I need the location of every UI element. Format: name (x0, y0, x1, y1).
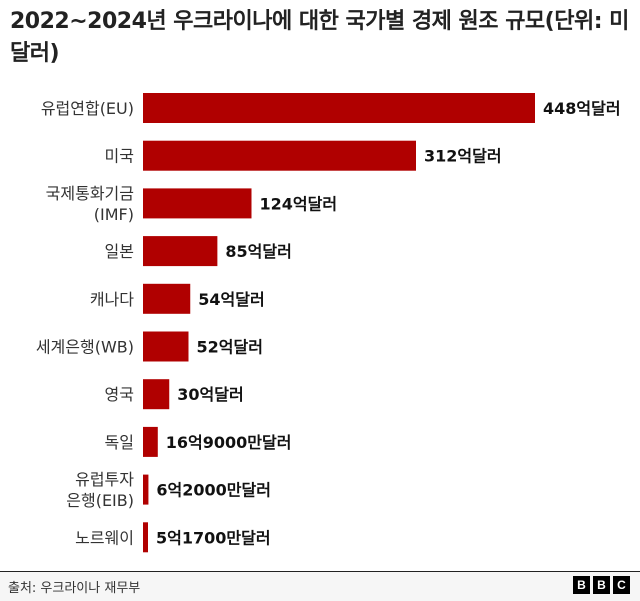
bar (143, 522, 148, 553)
logo-letter: B (593, 576, 610, 594)
category-label: (IMF) (94, 205, 134, 224)
bar (143, 379, 170, 410)
data-label: 30억달러 (177, 385, 243, 404)
category-label: 국제통화기금 (46, 184, 134, 203)
source-text: 출처: 우크라이나 재무부 (8, 581, 141, 596)
chart-title: 2022~2024년 우크라이나에 대한 국가별 경제 원조 규모(단위: 미 … (10, 9, 629, 66)
category-label: 유럽투자 (75, 470, 134, 489)
category-label: 독일 (105, 433, 134, 452)
logo-letter: C (613, 576, 630, 594)
bbc-logo: B B C (573, 576, 630, 594)
bar (143, 140, 416, 171)
category-label: 세계은행(WB) (36, 338, 134, 357)
data-label: 6억2000만달러 (156, 481, 271, 500)
category-label: 미국 (105, 147, 134, 166)
data-label: 448억달러 (543, 99, 621, 118)
data-label: 312억달러 (424, 147, 502, 166)
footer: 출처: 우크라이나 재무부 B B C (0, 571, 640, 601)
data-label: 52억달러 (197, 338, 263, 357)
bar (143, 474, 149, 505)
category-label: 노르웨이 (75, 528, 134, 547)
data-label: 5억1700만달러 (156, 528, 271, 547)
bar (143, 236, 218, 267)
logo-letter: B (573, 576, 590, 594)
category-label: 영국 (105, 385, 134, 404)
bar (143, 93, 535, 123)
category-label: 캐나다 (90, 290, 134, 309)
bar (143, 283, 191, 314)
bar (143, 188, 252, 219)
category-label: 일본 (105, 242, 134, 261)
bar (143, 331, 189, 362)
bar (143, 426, 158, 457)
data-label: 85억달러 (225, 242, 291, 261)
data-label: 124억달러 (260, 194, 338, 213)
category-label: 유럽연합(EU) (41, 99, 134, 118)
data-label: 54억달러 (198, 290, 264, 309)
category-label: 은행(EIB) (66, 491, 134, 510)
data-label: 16억9000만달러 (166, 433, 292, 452)
